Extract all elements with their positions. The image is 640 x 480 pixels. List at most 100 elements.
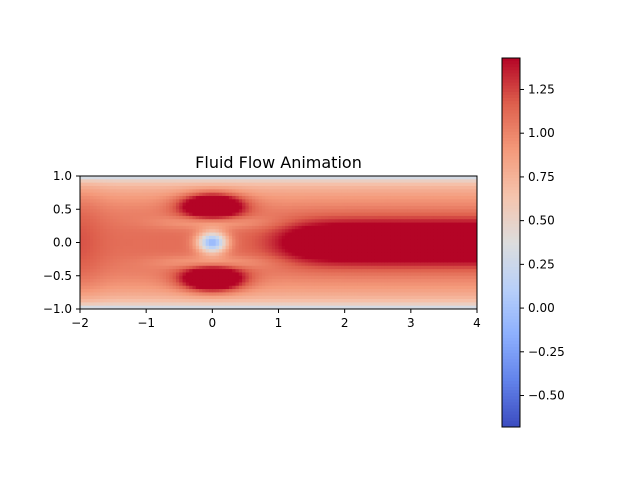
colorbar-segment [502, 82, 520, 87]
heatmap-cell [113, 262, 117, 267]
heatmap-cell [354, 252, 359, 257]
heatmap-cell [417, 235, 422, 240]
heatmap-cell [457, 259, 461, 263]
heatmap-cell [80, 229, 84, 234]
heatmap-cell [218, 282, 223, 287]
heatmap-cell [285, 272, 289, 277]
heatmap-cell [301, 215, 306, 220]
heatmap-cell [430, 182, 435, 187]
heatmap-cell [212, 275, 217, 280]
heatmap-cell [225, 302, 230, 307]
heatmap-cell [341, 232, 346, 237]
heatmap-cell [159, 225, 164, 230]
heatmap-cell [308, 225, 313, 230]
heatmap-cell [136, 209, 141, 214]
heatmap-cell [159, 235, 164, 240]
heatmap-cell [371, 179, 375, 184]
heatmap-cell [238, 295, 243, 300]
heatmap-cell [278, 265, 283, 270]
heatmap-cell [129, 292, 134, 297]
heatmap-cell [261, 272, 266, 277]
heatmap-cell [215, 185, 220, 190]
heatmap-cell [400, 282, 405, 287]
heatmap-cell [414, 302, 418, 307]
heatmap-cell [123, 282, 127, 287]
heatmap-cell [281, 212, 286, 217]
heatmap-cell [195, 239, 200, 244]
heatmap-cell [308, 255, 313, 260]
heatmap-cell [361, 229, 366, 234]
heatmap-cell [139, 262, 144, 267]
heatmap-cell [162, 209, 167, 214]
heatmap-cell [96, 289, 101, 293]
heatmap-cell [179, 285, 184, 290]
heatmap-cell [222, 205, 227, 210]
heatmap-cell [232, 199, 236, 204]
heatmap-cell [199, 295, 203, 300]
heatmap-cell [308, 212, 313, 217]
heatmap-cell [453, 299, 458, 303]
heatmap-cell [381, 179, 385, 184]
heatmap-cell [318, 255, 323, 260]
heatmap-cell [334, 305, 339, 310]
heatmap-cell [381, 259, 385, 263]
heatmap-cell [80, 269, 84, 273]
heatmap-cell [291, 292, 296, 297]
heatmap-cell [374, 189, 379, 194]
heatmap-cell [152, 202, 157, 207]
heatmap-cell [83, 245, 88, 250]
heatmap-cell [215, 212, 220, 217]
heatmap-cell [258, 295, 263, 300]
heatmap-cell [381, 222, 385, 227]
heatmap-cell [344, 269, 349, 273]
heatmap-cell [374, 225, 379, 230]
heatmap-cell [414, 179, 418, 184]
heatmap-cell [447, 235, 452, 240]
colorbar-segment [502, 208, 520, 213]
heatmap-cell [172, 225, 177, 230]
heatmap-cell [185, 242, 190, 247]
heatmap-cell [440, 205, 445, 210]
heatmap-cell [427, 242, 432, 247]
heatmap-cell [86, 302, 91, 307]
heatmap-cell [377, 239, 382, 244]
heatmap-cell [248, 249, 253, 253]
heatmap-cell [142, 292, 147, 297]
heatmap-cell [182, 229, 187, 234]
heatmap-cell [268, 292, 273, 297]
heatmap-cell [89, 205, 94, 210]
heatmap-cell [344, 229, 349, 234]
heatmap-cell [453, 235, 458, 240]
heatmap-cell [86, 285, 91, 290]
heatmap-cell [390, 222, 395, 227]
heatmap-cell [381, 299, 385, 303]
heatmap-cell [430, 176, 435, 180]
heatmap-cell [331, 215, 336, 220]
colorbar-tick-label: 1.25 [528, 82, 555, 96]
heatmap-cell [328, 179, 332, 184]
heatmap-cell [433, 295, 438, 300]
heatmap-cell [308, 252, 313, 257]
heatmap-cell [156, 182, 160, 187]
heatmap-cell [123, 235, 127, 240]
heatmap-cell [202, 289, 207, 293]
heatmap-cell [427, 272, 432, 277]
heatmap-cell [218, 245, 223, 250]
heatmap-cell [166, 179, 170, 184]
heatmap-cell [453, 292, 458, 297]
heatmap-cell [126, 176, 131, 180]
heatmap-cell [268, 262, 273, 267]
heatmap-cell [440, 232, 445, 237]
heatmap-cell [407, 179, 412, 184]
heatmap-cell [205, 242, 210, 247]
heatmap-cell [394, 195, 399, 200]
heatmap-cell [123, 189, 127, 194]
heatmap-cell [222, 176, 227, 180]
heatmap-cell [381, 275, 385, 280]
heatmap-cell [334, 195, 339, 200]
heatmap-cell [248, 242, 253, 247]
heatmap-cell [202, 279, 207, 283]
heatmap-cell [89, 275, 94, 280]
heatmap-cell [218, 232, 223, 237]
heatmap-cell [245, 176, 250, 180]
